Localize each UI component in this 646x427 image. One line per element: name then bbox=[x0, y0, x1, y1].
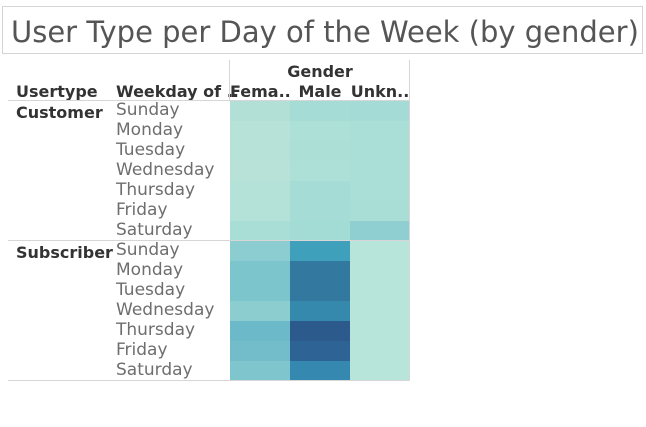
day-label-customer-saturday: Saturday bbox=[116, 220, 193, 240]
day-label-subscriber-tuesday: Tuesday bbox=[116, 280, 186, 300]
heatmap-cell-subscriber-saturday-male bbox=[290, 361, 350, 381]
day-label-customer-wednesday: Wednesday bbox=[116, 160, 215, 180]
heatmap-cell-customer-tuesday-male bbox=[290, 141, 350, 161]
column-header-unknown: Unkn.. bbox=[350, 82, 410, 101]
day-label-customer-friday: Friday bbox=[116, 200, 168, 220]
heatmap-cell-subscriber-wednesday-female bbox=[230, 301, 290, 321]
day-label-subscriber-wednesday: Wednesday bbox=[116, 300, 215, 320]
chart-title-box: User Type per Day of the Week (by gender… bbox=[2, 6, 643, 54]
gender-header: Gender bbox=[287, 62, 353, 81]
heatmap-cell-customer-wednesday-female bbox=[230, 161, 290, 181]
heatmap-cell-customer-thursday-female bbox=[230, 181, 290, 201]
day-label-customer-monday: Monday bbox=[116, 120, 184, 140]
heatmap-cell-customer-sunday-unknown bbox=[350, 101, 410, 121]
usertype-label-customer: Customer bbox=[16, 103, 103, 122]
group-divider bbox=[8, 240, 410, 241]
heatmap-cell-subscriber-friday-male bbox=[290, 341, 350, 361]
heatmap-cell-subscriber-thursday-unknown bbox=[350, 321, 410, 341]
heatmap-cell-subscriber-thursday-male bbox=[290, 321, 350, 341]
heatmap-cell-customer-saturday-unknown bbox=[350, 221, 410, 241]
heatmap-cell-customer-thursday-unknown bbox=[350, 181, 410, 201]
heatmap-cell-subscriber-thursday-female bbox=[230, 321, 290, 341]
day-label-subscriber-saturday: Saturday bbox=[116, 360, 193, 380]
day-label-subscriber-sunday: Sunday bbox=[116, 240, 180, 260]
column-header-female: Fema.. bbox=[230, 82, 291, 101]
usertype-header: Usertype bbox=[16, 82, 98, 101]
heatmap-cell-subscriber-tuesday-female bbox=[230, 281, 290, 301]
heatmap-cell-subscriber-wednesday-unknown bbox=[350, 301, 410, 321]
heatmap-cell-subscriber-sunday-male bbox=[290, 241, 350, 261]
heatmap-cell-subscriber-monday-female bbox=[230, 261, 290, 281]
heatmap-cell-subscriber-monday-male bbox=[290, 261, 350, 281]
heatmap-cell-subscriber-monday-unknown bbox=[350, 261, 410, 281]
heatmap-cell-subscriber-sunday-unknown bbox=[350, 241, 410, 261]
table-divider-right bbox=[409, 60, 410, 380]
day-label-customer-tuesday: Tuesday bbox=[116, 140, 186, 160]
heatmap-cell-customer-saturday-male bbox=[290, 221, 350, 241]
heatmap-cell-customer-tuesday-female bbox=[230, 141, 290, 161]
heatmap-cell-customer-friday-female bbox=[230, 201, 290, 221]
usertype-label-subscriber: Subscriber bbox=[16, 243, 113, 262]
heatmap-cell-customer-thursday-male bbox=[290, 181, 350, 201]
day-label-customer-sunday: Sunday bbox=[116, 100, 180, 120]
heatmap-cell-subscriber-tuesday-unknown bbox=[350, 281, 410, 301]
heatmap-cell-customer-friday-male bbox=[290, 201, 350, 221]
header-rule bbox=[8, 100, 410, 101]
column-header-male: Male bbox=[298, 82, 342, 101]
heatmap-cell-customer-monday-unknown bbox=[350, 121, 410, 141]
heatmap-cell-subscriber-friday-female bbox=[230, 341, 290, 361]
heatmap-cell-customer-wednesday-male bbox=[290, 161, 350, 181]
heatmap-cell-customer-friday-unknown bbox=[350, 201, 410, 221]
day-label-subscriber-monday: Monday bbox=[116, 260, 184, 280]
heatmap-cell-subscriber-saturday-unknown bbox=[350, 361, 410, 381]
heatmap-cell-subscriber-friday-unknown bbox=[350, 341, 410, 361]
heatmap-cell-customer-monday-female bbox=[230, 121, 290, 141]
heatmap-cell-customer-sunday-male bbox=[290, 101, 350, 121]
heatmap-cell-subscriber-sunday-female bbox=[230, 241, 290, 261]
table-bottom-rule bbox=[8, 380, 410, 381]
weekday-header: Weekday of .. bbox=[116, 82, 239, 101]
header-divider-left bbox=[229, 60, 230, 100]
heatmap-cell-customer-tuesday-unknown bbox=[350, 141, 410, 161]
heatmap-cell-customer-saturday-female bbox=[230, 221, 290, 241]
day-label-subscriber-thursday: Thursday bbox=[116, 320, 196, 340]
day-label-customer-thursday: Thursday bbox=[116, 180, 196, 200]
chart-title: User Type per Day of the Week (by gender… bbox=[11, 15, 639, 49]
day-label-subscriber-friday: Friday bbox=[116, 340, 168, 360]
heatmap-cell-customer-wednesday-unknown bbox=[350, 161, 410, 181]
heatmap-cell-customer-monday-male bbox=[290, 121, 350, 141]
heatmap-cell-subscriber-saturday-female bbox=[230, 361, 290, 381]
heatmap-cell-customer-sunday-female bbox=[230, 101, 290, 121]
heatmap-cell-subscriber-wednesday-male bbox=[290, 301, 350, 321]
heatmap-cell-subscriber-tuesday-male bbox=[290, 281, 350, 301]
